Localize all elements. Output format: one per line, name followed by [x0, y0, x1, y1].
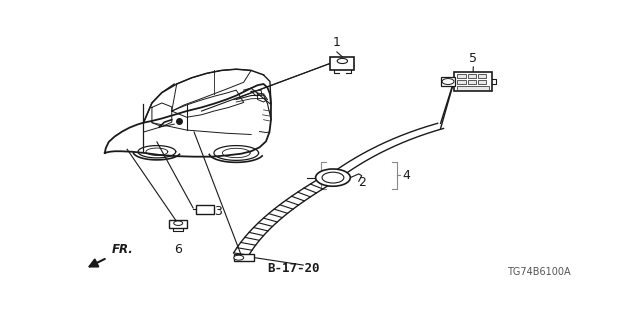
Text: 6: 6 — [174, 243, 182, 256]
Bar — [458, 80, 466, 84]
Text: 2: 2 — [358, 176, 365, 188]
Text: 4: 4 — [403, 169, 410, 182]
Bar — [454, 72, 492, 92]
Bar — [440, 77, 456, 86]
Circle shape — [442, 79, 454, 84]
Circle shape — [337, 59, 348, 64]
Text: 5: 5 — [469, 52, 477, 65]
Bar — [478, 74, 486, 78]
Text: FR.: FR. — [112, 244, 134, 256]
Circle shape — [316, 169, 350, 186]
Circle shape — [234, 255, 244, 260]
Bar — [468, 80, 476, 84]
Bar — [170, 220, 187, 228]
Text: 1: 1 — [333, 36, 341, 50]
Circle shape — [173, 221, 182, 225]
Bar — [234, 254, 253, 261]
Bar — [458, 74, 466, 78]
Text: TG74B6100A: TG74B6100A — [508, 267, 571, 277]
Circle shape — [322, 172, 344, 183]
Text: 3: 3 — [214, 205, 222, 218]
Bar — [478, 80, 486, 84]
Bar — [458, 86, 489, 90]
Bar — [196, 205, 214, 213]
Bar — [330, 57, 355, 70]
Bar — [468, 74, 476, 78]
Text: B-17-20: B-17-20 — [267, 262, 319, 275]
